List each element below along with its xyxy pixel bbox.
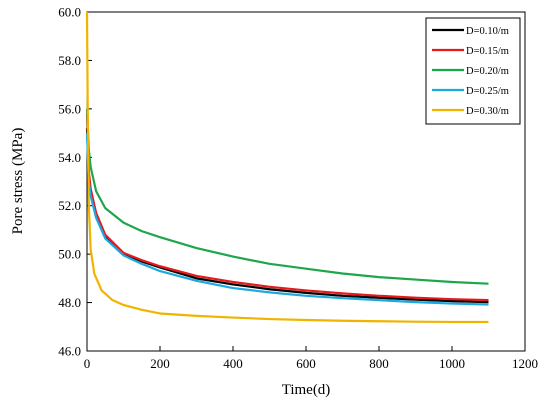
x-tick-label: 0 <box>84 356 91 371</box>
legend-label-1: D=0.10/m <box>466 26 509 37</box>
series-line-3 <box>85 108 489 285</box>
y-tick-label: 54.0 <box>58 150 81 165</box>
x-tick-label: 400 <box>223 356 243 371</box>
y-tick-label: 60.0 <box>58 5 81 20</box>
series-line-5 <box>85 11 489 324</box>
series-lines <box>85 11 489 324</box>
legend-label-5: D=0.30/m <box>466 106 509 117</box>
axis-ticks: 0 200 400 600 800 1000 1200 46.0 48.0 50.0 52.0 54.… <box>58 5 538 372</box>
x-tick-label: 600 <box>296 356 316 371</box>
legend-label-4: D=0.25/m <box>466 86 509 97</box>
legend-label-3: D=0.20/m <box>466 66 509 77</box>
x-tick-label: 1200 <box>512 356 538 371</box>
series-line-4 <box>85 133 489 306</box>
y-tick-label: 46.0 <box>58 344 81 359</box>
y-tick-label: 58.0 <box>58 53 81 68</box>
y-tick-label: 48.0 <box>58 295 81 310</box>
y-tick-label: 50.0 <box>58 247 81 262</box>
x-tick-label: 800 <box>369 356 389 371</box>
series-line-2 <box>85 113 489 302</box>
x-axis-title: Time(d) <box>282 382 331 398</box>
y-tick-label: 56.0 <box>58 101 81 116</box>
y-tick-label: 52.0 <box>58 198 81 213</box>
legend: D=0.10/m D=0.15/m D=0.20/m D=0.25/m D=0.30/m <box>425 17 521 125</box>
x-tick-label: 1000 <box>439 356 465 371</box>
x-tick-label: 200 <box>150 356 170 371</box>
y-axis-title: Pore stress (MPa) <box>10 128 26 235</box>
legend-label-2: D=0.15/m <box>466 46 509 57</box>
